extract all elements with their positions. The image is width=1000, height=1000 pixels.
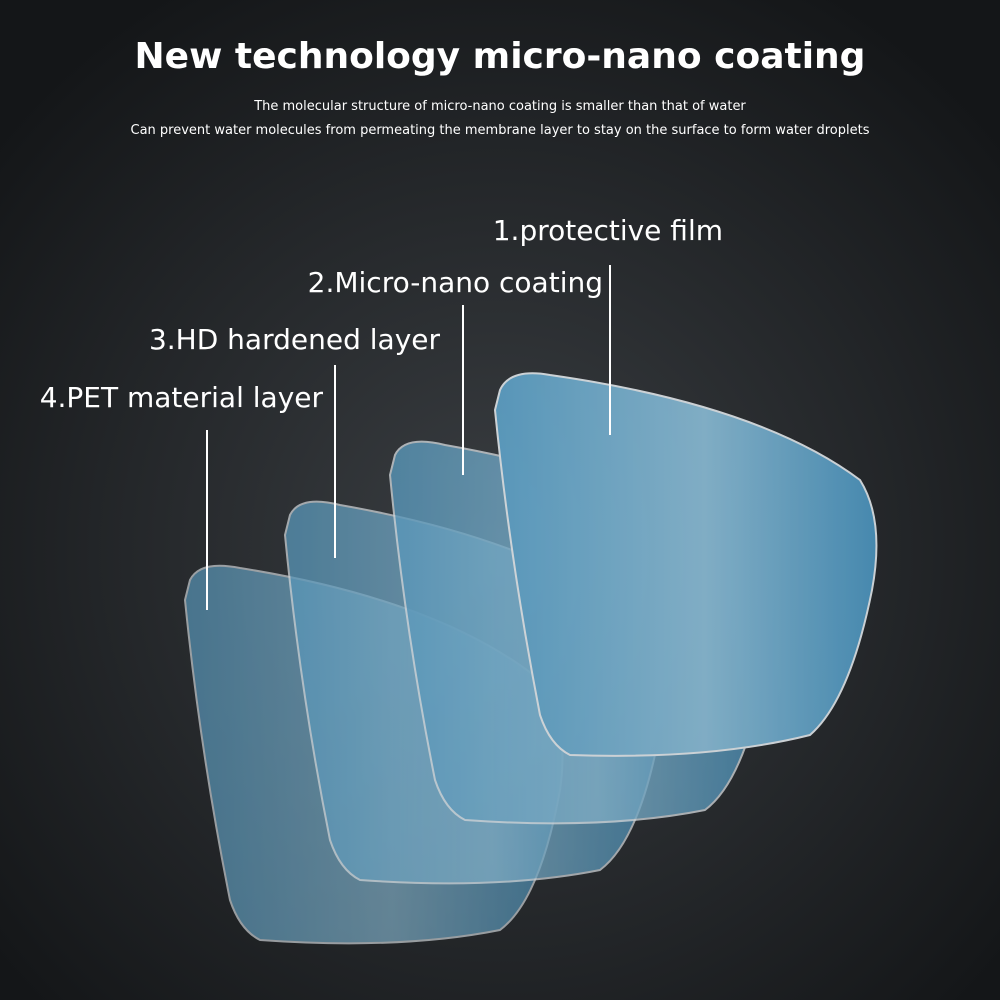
subtitle: Can prevent water molecules from permeat…	[131, 123, 870, 138]
layer-label: 4.PET material layer	[40, 381, 324, 414]
layer-label: 2.Micro-nano coating	[308, 266, 603, 299]
leaders	[206, 265, 611, 610]
films	[183, 372, 878, 945]
subtitle: The molecular structure of micro-nano co…	[253, 99, 746, 114]
layer-label: 3.HD hardened layer	[149, 323, 441, 356]
layer-label: 1.protective film	[493, 214, 723, 247]
title: New technology micro-nano coating	[135, 36, 866, 77]
layer-1	[493, 372, 878, 757]
